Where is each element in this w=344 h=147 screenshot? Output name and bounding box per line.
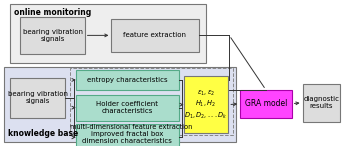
Bar: [20, 17, 85, 54]
Bar: [240, 90, 292, 118]
Text: $\varepsilon_1, \varepsilon_2$
$H_1, H_2$
$D_1, D_2,...D_k$: $\varepsilon_1, \varepsilon_2$ $H_1, H_2…: [184, 88, 228, 121]
Bar: [76, 95, 179, 121]
Text: Holder coefficient
characteristics: Holder coefficient characteristics: [96, 101, 158, 114]
Text: online monitoring: online monitoring: [14, 8, 92, 17]
Text: bearing vibration
signals: bearing vibration signals: [22, 29, 83, 42]
Text: entropy characteristics: entropy characteristics: [87, 77, 168, 83]
Text: diagnostic
results: diagnostic results: [303, 96, 339, 109]
Bar: [76, 125, 179, 147]
Text: multi-dimensional feature extraction: multi-dimensional feature extraction: [70, 124, 192, 130]
Text: bearing vibration
signals: bearing vibration signals: [8, 91, 68, 104]
Bar: [302, 84, 340, 122]
Text: improved fractal box
dimension characteristics: improved fractal box dimension character…: [82, 131, 172, 144]
Bar: [111, 19, 198, 52]
Bar: [76, 70, 179, 90]
Bar: [70, 68, 233, 135]
Bar: [184, 76, 228, 133]
Text: knowledge base: knowledge base: [9, 129, 79, 138]
Bar: [10, 4, 206, 63]
Text: GRA model: GRA model: [245, 99, 287, 108]
Bar: [10, 78, 65, 118]
Text: feature extraction: feature extraction: [123, 32, 186, 38]
Bar: [4, 67, 236, 142]
